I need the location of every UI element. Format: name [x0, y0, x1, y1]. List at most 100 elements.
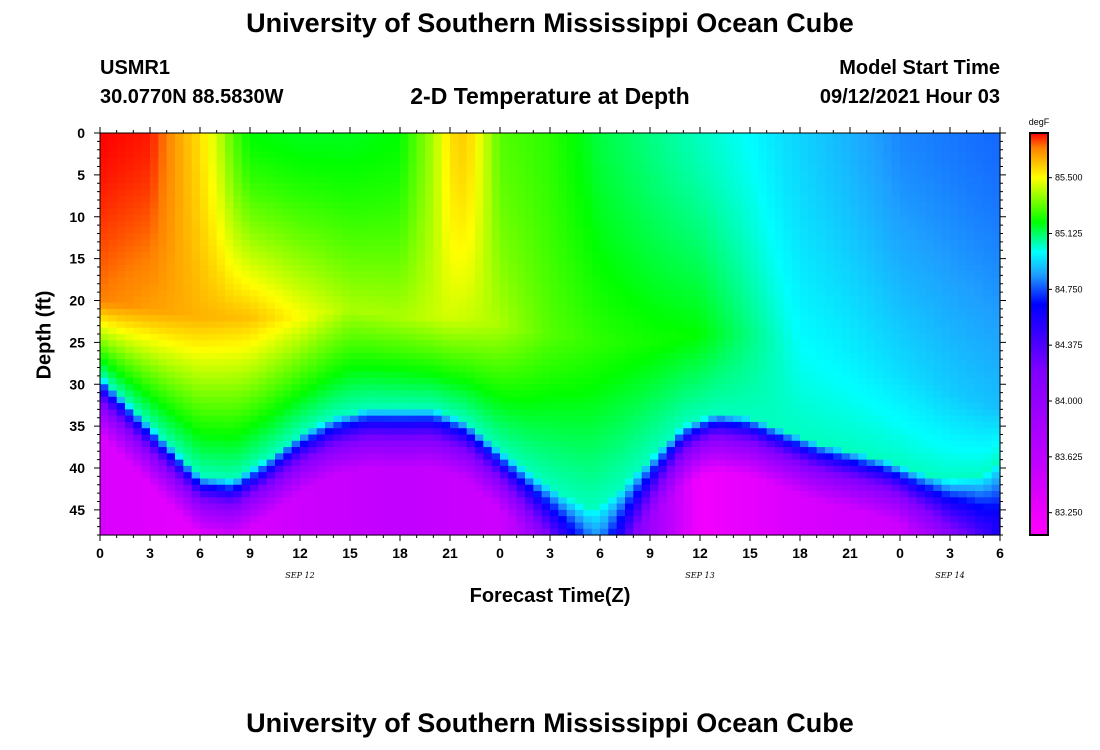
heatmap-cell	[350, 421, 359, 429]
heatmap-cell	[608, 252, 618, 260]
heatmap-cell	[258, 522, 268, 530]
heatmap-cell	[308, 327, 318, 335]
heatmap-cell	[191, 233, 201, 241]
heatmap-cell	[450, 491, 459, 498]
heatmap-cell	[741, 409, 751, 417]
heatmap-cell	[325, 189, 334, 197]
heatmap-cell	[525, 233, 534, 241]
heatmap-cell	[708, 465, 718, 473]
heatmap-cell	[683, 497, 693, 505]
heatmap-cell	[658, 252, 668, 260]
heatmap-cell	[208, 208, 218, 216]
heatmap-cell	[391, 277, 401, 285]
heatmap-cell	[550, 528, 559, 536]
heatmap-cell	[700, 252, 709, 260]
heatmap-cell	[700, 478, 709, 486]
heatmap-cell	[166, 334, 176, 341]
heatmap-cell	[200, 321, 209, 329]
heatmap-cell	[575, 377, 584, 385]
heatmap-cell	[375, 321, 384, 329]
heatmap-cell	[666, 352, 676, 360]
heatmap-cell	[375, 214, 384, 222]
heatmap-cell	[291, 227, 301, 235]
heatmap-cell	[300, 415, 309, 423]
heatmap-cell	[108, 315, 118, 323]
heatmap-cell	[666, 233, 676, 241]
heatmap-cell	[600, 183, 609, 191]
heatmap-cell	[633, 302, 643, 310]
heatmap-cell	[666, 346, 676, 354]
heatmap-cell	[216, 233, 226, 241]
heatmap-cell	[191, 352, 201, 360]
heatmap-cell	[158, 365, 168, 373]
heatmap-cell	[283, 396, 293, 404]
heatmap-cell	[708, 403, 718, 410]
heatmap-cell	[116, 491, 126, 498]
heatmap-cell	[358, 409, 368, 417]
heatmap-cell	[591, 258, 601, 266]
heatmap-cell	[166, 158, 176, 166]
heatmap-cell	[391, 327, 401, 335]
heatmap-cell	[350, 516, 359, 524]
heatmap-cell	[483, 158, 493, 166]
heatmap-cell	[375, 176, 384, 184]
heatmap-cell	[716, 428, 726, 436]
heatmap-cell	[616, 233, 626, 241]
heatmap-cell	[141, 359, 151, 367]
heatmap-cell	[308, 396, 318, 404]
heatmap-cell	[100, 403, 109, 410]
heatmap-cell	[541, 465, 551, 473]
heatmap-cell	[216, 164, 226, 172]
heatmap-cell	[708, 208, 718, 216]
heatmap-cell	[141, 472, 151, 480]
heatmap-cell	[375, 484, 384, 492]
heatmap-cell	[566, 503, 576, 511]
heatmap-cell	[208, 296, 218, 304]
heatmap-cell	[608, 315, 618, 323]
heatmap-cell	[691, 365, 701, 373]
heatmap-cell	[441, 415, 451, 423]
heatmap-cell	[425, 195, 434, 203]
heatmap-cell	[591, 202, 601, 209]
heatmap-cell	[150, 371, 159, 379]
heatmap-cell	[375, 258, 384, 266]
heatmap-cell	[591, 371, 601, 379]
heatmap-cell	[716, 283, 726, 291]
heatmap-cell	[241, 277, 251, 285]
heatmap-cell	[416, 377, 426, 385]
heatmap-cell	[733, 164, 743, 172]
heatmap-cell	[308, 164, 318, 172]
heatmap-cell	[550, 472, 559, 480]
heatmap-cell	[125, 220, 134, 228]
heatmap-cell	[616, 258, 626, 266]
heatmap-cell	[391, 158, 401, 166]
heatmap-cell	[491, 371, 501, 379]
heatmap-cell	[650, 371, 659, 379]
heatmap-cell	[358, 491, 368, 498]
heatmap-cell	[725, 164, 734, 172]
heatmap-cell	[600, 158, 609, 166]
heatmap-cell	[508, 302, 518, 310]
heatmap-cell	[483, 371, 493, 379]
heatmap-cell	[466, 290, 476, 297]
heatmap-cell	[508, 145, 518, 153]
heatmap-cell	[541, 158, 551, 166]
heatmap-cell	[208, 308, 218, 316]
heatmap-cell	[650, 421, 659, 429]
heatmap-cell	[316, 478, 326, 486]
heatmap-cell	[558, 403, 568, 410]
heatmap-cell	[491, 227, 501, 235]
heatmap-cell	[725, 258, 734, 266]
heatmap-cell	[475, 302, 484, 310]
heatmap-cell	[383, 189, 393, 197]
heatmap-cell	[391, 139, 401, 147]
heatmap-cell	[308, 352, 318, 360]
heatmap-cell	[150, 396, 159, 404]
heatmap-cell	[150, 377, 159, 385]
heatmap-cell	[200, 396, 209, 404]
heatmap-cell	[300, 516, 309, 524]
heatmap-cell	[375, 327, 384, 335]
heatmap-cell	[716, 214, 726, 222]
heatmap-cell	[508, 334, 518, 341]
heatmap-cell	[166, 459, 176, 467]
